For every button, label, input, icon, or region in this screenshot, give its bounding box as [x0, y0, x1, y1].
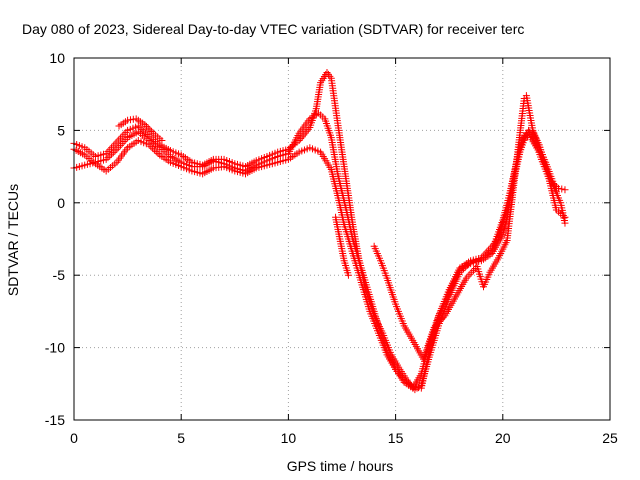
chart-title: Day 080 of 2023, Sidereal Day-to-day VTE…: [22, 21, 524, 37]
x-tick-label: 5: [177, 430, 185, 446]
data-point: [523, 133, 531, 141]
data-point: [136, 124, 144, 132]
y-tick-label: -5: [53, 267, 66, 283]
data-point: [466, 270, 474, 278]
y-tick-label: 0: [57, 195, 65, 211]
y-axis-title: SDTVAR / TECUs: [5, 184, 21, 296]
data-point: [118, 132, 126, 140]
data-point: [116, 141, 124, 149]
data-point: [146, 126, 154, 134]
y-tick-label: 10: [49, 50, 65, 66]
x-tick-label: 15: [388, 430, 404, 446]
axis-ticks: [73, 57, 611, 421]
data-point: [561, 186, 569, 194]
data-point: [115, 136, 123, 144]
data-point: [300, 131, 308, 139]
data-point: [144, 124, 152, 132]
x-tick-label: 20: [495, 430, 511, 446]
data-point: [520, 132, 528, 140]
data-point: [113, 145, 121, 153]
data-point: [298, 133, 306, 141]
data-point: [145, 141, 153, 149]
data-series: [70, 68, 569, 394]
data-point: [102, 155, 110, 163]
data-point: [142, 122, 150, 130]
data-point: [152, 148, 160, 156]
data-point: [344, 271, 352, 279]
x-tick-label: 10: [281, 430, 297, 446]
series-side-branches: [115, 92, 560, 363]
tick-labels: 0 5 10 15 20 25 -15 -10 -5 0 5 10: [45, 50, 618, 446]
data-point: [154, 149, 162, 157]
data-point: [120, 138, 128, 146]
series-lower-trace: [70, 132, 569, 392]
data-point: [469, 266, 477, 274]
y-tick-label: -15: [45, 412, 65, 428]
x-axis-title: GPS time / hours: [287, 458, 394, 474]
data-point: [552, 187, 560, 195]
data-point: [148, 128, 156, 136]
data-point: [122, 128, 130, 136]
x-tick-label: 25: [602, 430, 618, 446]
data-point: [113, 138, 121, 146]
data-point: [111, 140, 119, 148]
data-point: [115, 143, 123, 151]
data-point: [558, 185, 566, 193]
data-point: [149, 144, 157, 152]
x-tick-label: 0: [70, 430, 78, 446]
data-point: [111, 147, 119, 155]
data-point: [138, 125, 146, 133]
data-point: [464, 272, 472, 280]
data-point: [109, 142, 117, 150]
data-point: [118, 139, 126, 147]
data-point: [158, 137, 166, 145]
data-point: [109, 149, 117, 157]
data-point: [147, 143, 155, 151]
series-upper-trace: [70, 68, 569, 394]
y-tick-label: 5: [57, 122, 65, 138]
data-point: [106, 152, 114, 160]
data-point: [150, 146, 158, 154]
data-point: [141, 121, 149, 129]
data-point: [108, 150, 116, 158]
y-tick-label: -10: [45, 340, 65, 356]
data-point: [122, 136, 130, 144]
data-point: [561, 213, 569, 221]
plot-frame: [73, 57, 611, 421]
data-point: [108, 144, 116, 152]
data-point: [116, 134, 124, 142]
data-point: [104, 154, 112, 162]
